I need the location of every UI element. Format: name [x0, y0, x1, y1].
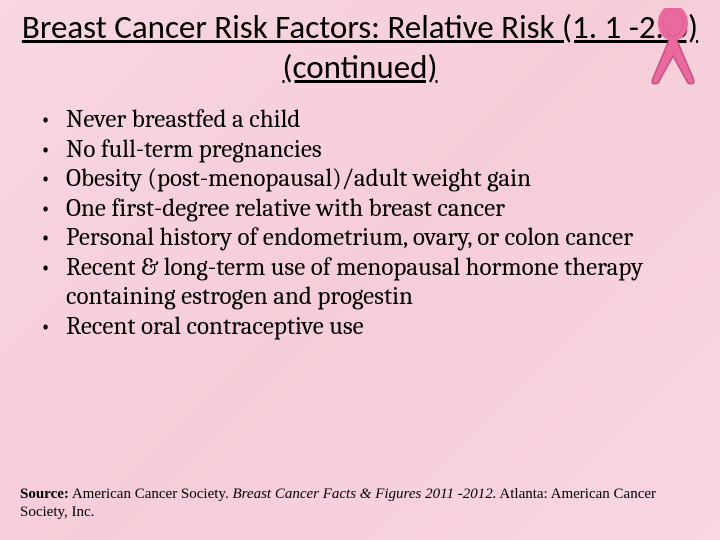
source-org: American Cancer Society.: [72, 486, 229, 502]
list-item: Recent oral contraceptive use: [40, 312, 690, 342]
list-item: No full-term pregnancies: [40, 135, 690, 165]
list-item: One first-degree relative with breast ca…: [40, 194, 690, 224]
list-item: Personal history of endometrium, ovary, …: [40, 223, 690, 253]
source-label: Source:: [20, 486, 69, 502]
slide-title: Breast Cancer Risk Factors: Relative Ris…: [0, 0, 720, 87]
list-item: Recent & long-term use of menopausal hor…: [40, 253, 690, 312]
bullet-list: Never breastfed a child No full-term pre…: [0, 87, 720, 341]
source-publication: Breast Cancer Facts & Figures 2011 -2012…: [232, 486, 496, 502]
list-item: Never breastfed a child: [40, 105, 690, 135]
list-item: Obesity (post-menopausal)/adult weight g…: [40, 164, 690, 194]
source-citation: Source: American Cancer Society. Breast …: [20, 485, 700, 523]
ribbon-icon: [638, 8, 708, 103]
